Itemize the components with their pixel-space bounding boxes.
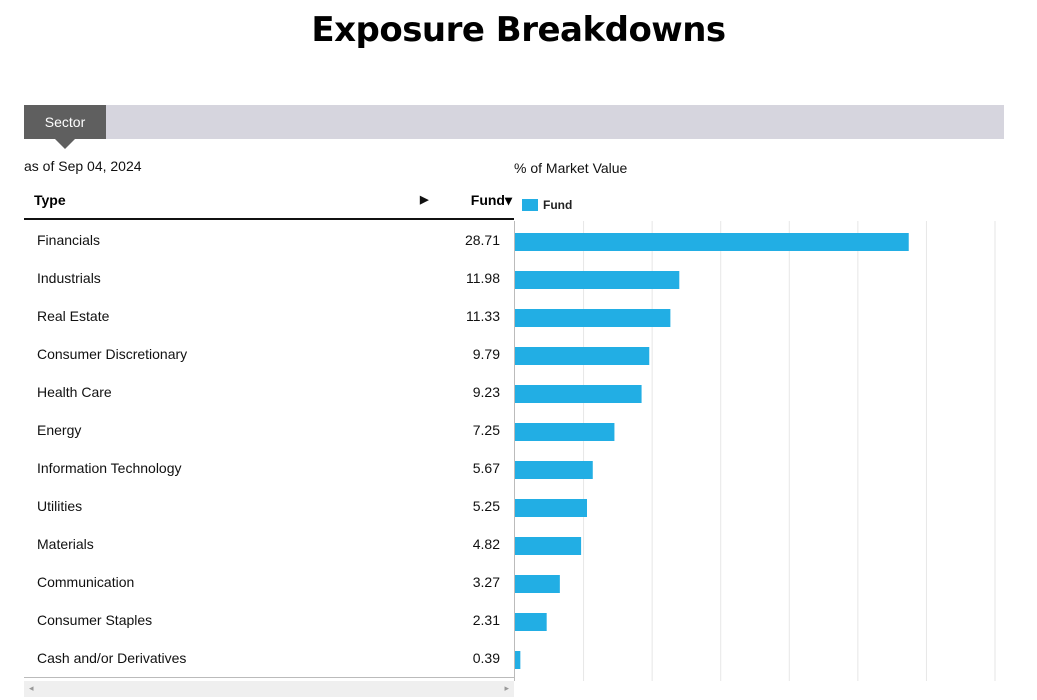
bar-health-care[interactable]: [515, 385, 642, 403]
sector-table: Financials 28.71 Industrials 11.98 Real Es…: [24, 221, 514, 677]
row-value: 28.71: [464, 232, 500, 248]
row-value: 0.39: [472, 650, 500, 666]
row-label: Communication: [37, 574, 135, 590]
row-value: 11.98: [466, 270, 500, 286]
row-label: Cash and/or Derivatives: [37, 650, 187, 666]
row-label: Industrials: [37, 270, 101, 286]
table-row: Cash and/or Derivatives 0.39: [24, 639, 514, 677]
row-label: Consumer Staples: [37, 612, 153, 628]
row-value: 5.67: [472, 460, 500, 476]
row-label: Utilities: [37, 498, 83, 514]
page-title: Exposure Breakdowns: [311, 10, 726, 50]
table-row: Consumer Discretionary 9.79: [24, 335, 514, 373]
chart-legend: Fund: [522, 198, 572, 212]
table-row: Utilities 5.25: [24, 487, 514, 525]
bar-utilities[interactable]: [515, 499, 587, 517]
row-label: Energy: [37, 422, 82, 438]
table-row: Energy 7.25: [24, 411, 514, 449]
row-value: 2.31: [472, 612, 500, 628]
bar-consumer-discretionary[interactable]: [515, 347, 650, 365]
table-row: Consumer Staples 2.31: [24, 601, 514, 639]
table-row: Materials 4.82: [24, 525, 514, 563]
table-row: Real Estate 11.33: [24, 297, 514, 335]
row-label: Consumer Discretionary: [37, 346, 188, 362]
row-value: 5.25: [472, 498, 500, 514]
as-of-date: as of Sep 04, 2024: [24, 158, 142, 174]
sector-bar-chart: [514, 221, 996, 681]
bar-cash-and-or-derivatives[interactable]: [515, 651, 521, 669]
bar-materials[interactable]: [515, 537, 582, 555]
row-value: 4.82: [472, 536, 500, 552]
row-label: Information Technology: [37, 460, 182, 476]
table-row: Financials 28.71: [24, 221, 514, 259]
row-label: Financials: [37, 232, 101, 248]
tab-bar: Sector: [24, 105, 1004, 149]
row-label: Real Estate: [37, 308, 110, 324]
table-row: Information Technology 5.67: [24, 449, 514, 487]
bar-communication[interactable]: [515, 575, 560, 593]
column-header-fund[interactable]: Fund▾: [470, 192, 512, 208]
chart-caption: % of Market Value: [514, 160, 628, 176]
bar-financials[interactable]: [515, 233, 909, 251]
row-value: 9.23: [472, 384, 500, 400]
scroll-left-icon[interactable]: ◂: [29, 683, 34, 693]
row-value: 9.79: [472, 346, 500, 362]
scroll-right-icon[interactable]: ▸: [504, 683, 509, 693]
column-header-type[interactable]: Type: [34, 192, 66, 208]
row-value: 3.27: [472, 574, 500, 590]
row-value: 7.25: [472, 422, 500, 438]
bar-real-estate[interactable]: [515, 309, 671, 327]
legend-swatch: [522, 199, 538, 211]
table-header: Type ▶ Fund▾: [24, 184, 514, 220]
row-value: 11.33: [466, 308, 500, 324]
bar-consumer-staples[interactable]: [515, 613, 547, 631]
row-label: Materials: [37, 536, 94, 552]
horizontal-scrollbar[interactable]: ◂ ▸: [24, 681, 514, 697]
table-row: Industrials 11.98: [24, 259, 514, 297]
table-bottom-border: [24, 677, 514, 678]
bar-industrials[interactable]: [515, 271, 680, 289]
bar-energy[interactable]: [515, 423, 615, 441]
row-label: Health Care: [37, 384, 112, 400]
bar-information-technology[interactable]: [515, 461, 593, 479]
legend-label: Fund: [543, 198, 573, 212]
tab-sector[interactable]: Sector: [24, 105, 106, 149]
table-row: Health Care 9.23: [24, 373, 514, 411]
expand-arrow-icon[interactable]: ▶: [420, 194, 429, 206]
table-row: Communication 3.27: [24, 563, 514, 601]
